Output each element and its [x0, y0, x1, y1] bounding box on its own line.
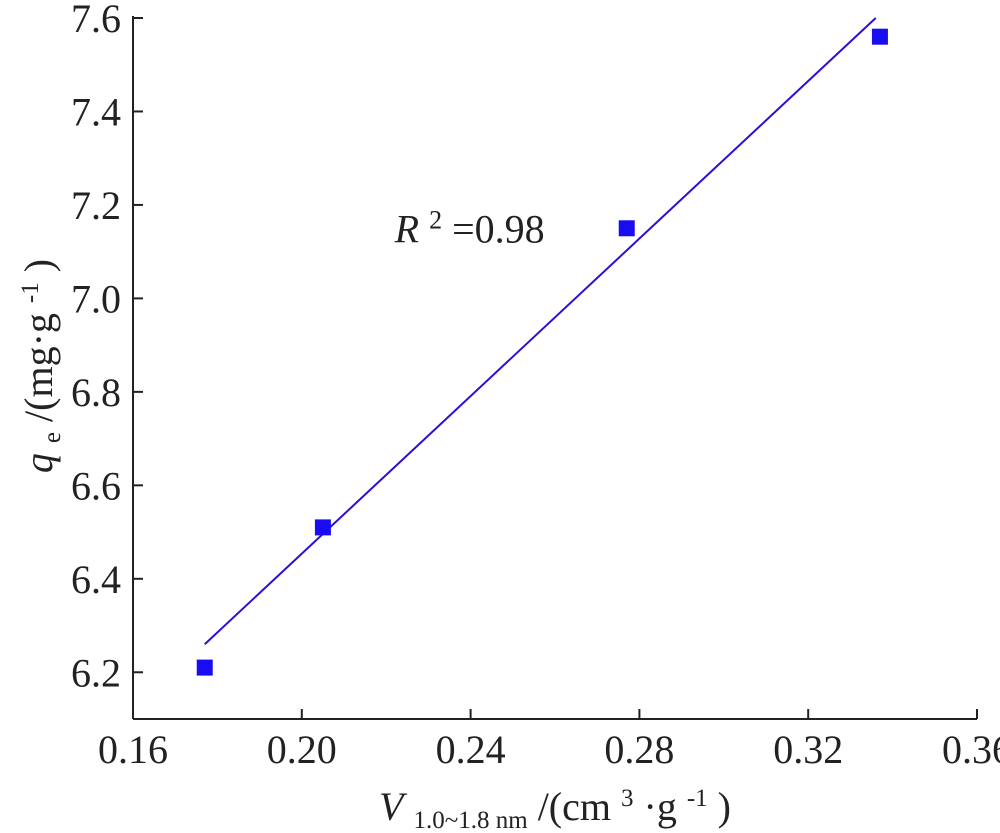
y-tick-label: 6.6 — [71, 463, 121, 508]
y-tick-label: 7.2 — [71, 183, 121, 228]
y-tick-label: 6.8 — [71, 370, 121, 415]
data-points — [196, 28, 888, 676]
y-tick-label: 7.6 — [71, 0, 121, 41]
data-point — [871, 28, 888, 45]
r-squared-var: R — [394, 206, 419, 251]
y-tick-label: 6.4 — [71, 557, 121, 602]
data-point — [618, 220, 635, 237]
x-tick-label: 0.36 — [942, 727, 1000, 772]
x-axis-label-unit-mid: ·g — [644, 784, 677, 829]
x-axis-label-sup1: 3 — [621, 785, 634, 812]
r-squared-value: =0.98 — [452, 206, 545, 251]
x-axis-label-sup2: -1 — [687, 785, 708, 812]
x-axis-label-unit-open: /(cm — [538, 784, 611, 829]
r-squared-sup: 2 — [429, 205, 442, 234]
x-axis-label-sub: 1.0~1.8 nm — [413, 807, 528, 833]
y-tick-label: 7.0 — [71, 276, 121, 321]
y-axis-label: q e /(mg·g -1 ) — [2, 259, 69, 473]
y-axis-label-var: q — [16, 453, 61, 473]
r-squared-annotation: R 2 =0.98 — [394, 192, 545, 251]
x-axis-label-var: V — [379, 784, 408, 829]
y-axis-label-sub: e — [39, 432, 66, 443]
y-axis-label-unit-open: /(mg·g — [16, 313, 61, 422]
fit-line — [204, 17, 877, 645]
x-tick-label: 0.24 — [436, 727, 506, 772]
data-point — [314, 519, 331, 536]
x-tick-label: 0.20 — [267, 727, 337, 772]
data-point — [196, 659, 213, 676]
x-tick-label: 0.32 — [773, 727, 843, 772]
x-tick-label: 0.16 — [98, 727, 168, 772]
y-tick-label: 7.4 — [71, 89, 121, 134]
fit-line-group — [204, 17, 877, 645]
y-axis-label-sup: -1 — [17, 282, 44, 303]
x-axis-label: V 1.0~1.8 nm /(cm 3 ·g -1 ) — [379, 770, 731, 833]
x-tick-label: 0.28 — [604, 727, 674, 772]
axes: 0.16 0.20 0.24 0.28 0.32 0.36 6.2 6.4 6.6 6.8 7.0 7… — [71, 0, 1000, 772]
y-axis-label-unit-close: ) — [16, 259, 61, 272]
x-axis-label-unit-close: ) — [718, 784, 731, 829]
y-tick-label: 6.2 — [71, 650, 121, 695]
